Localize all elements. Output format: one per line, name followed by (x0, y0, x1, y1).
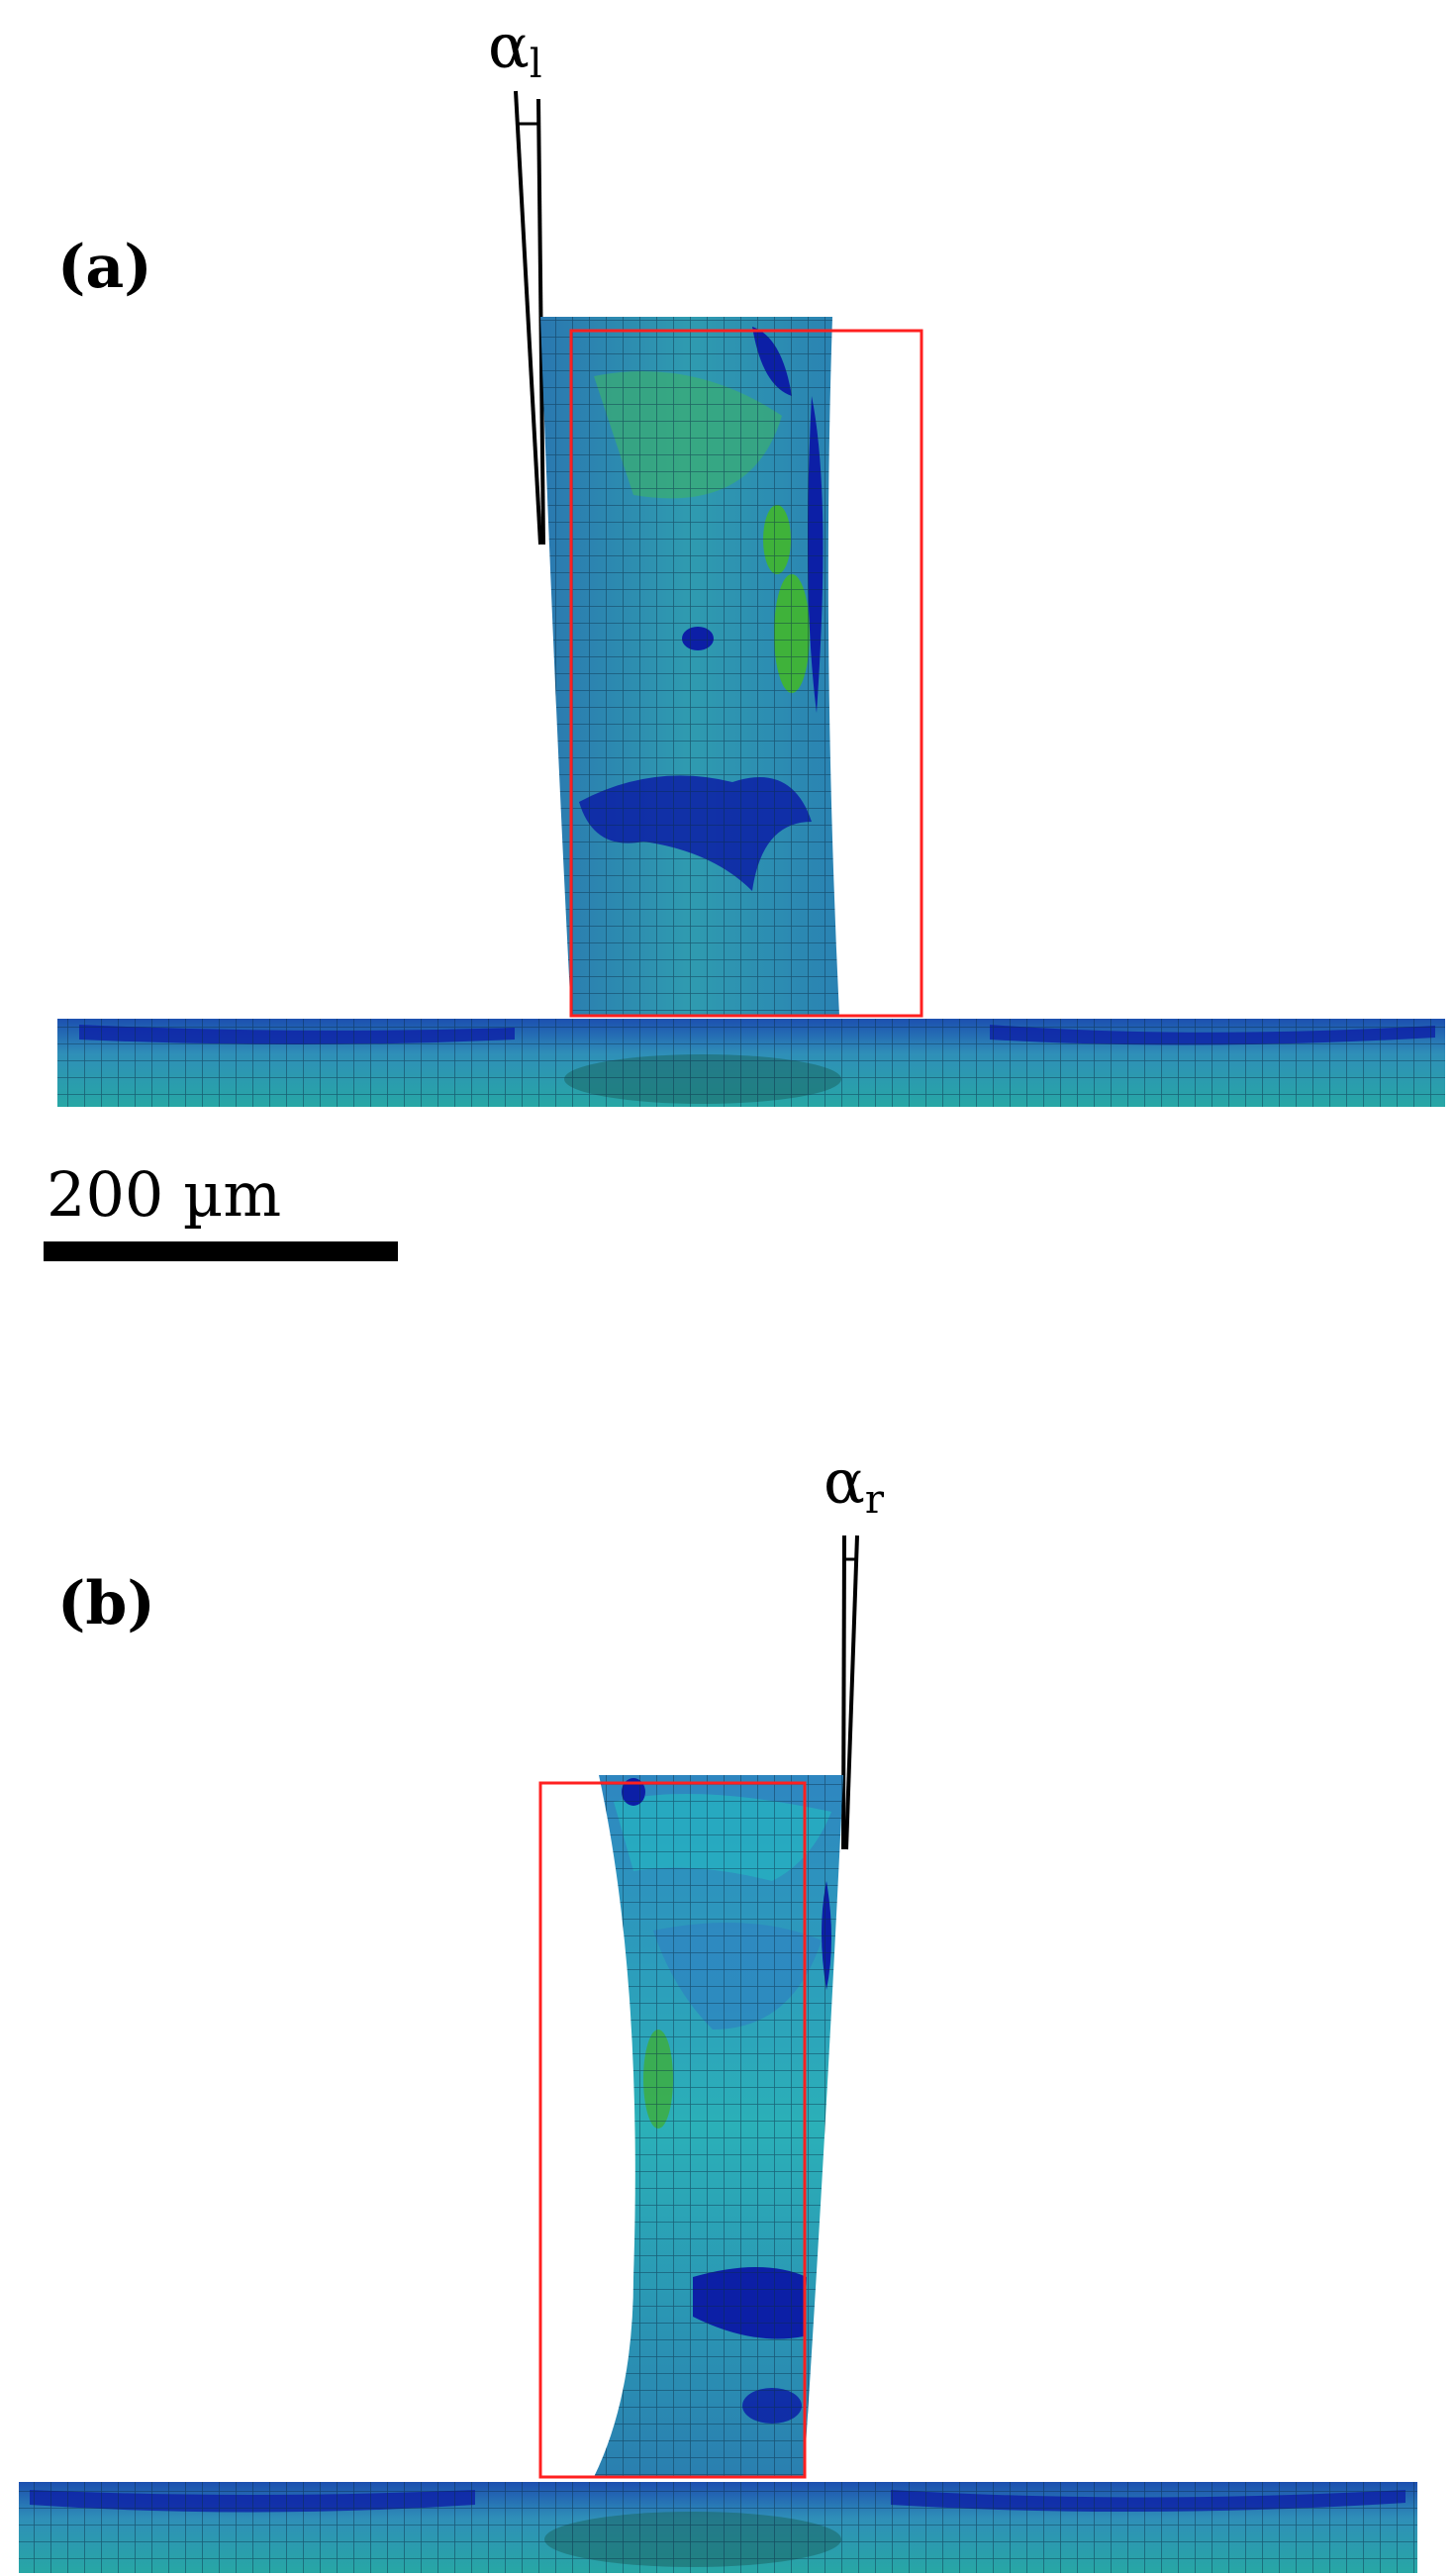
base-plate-b (19, 2482, 1417, 2573)
scale-bar: 200 µm (44, 1158, 398, 1261)
reference-box-b (538, 1781, 807, 2479)
panel-label-b: (b) (57, 1569, 155, 1638)
angle-indicator-right (841, 1535, 859, 1850)
angle-indicator-left (514, 90, 545, 545)
panel-b: (b) αr (19, 1445, 1417, 2573)
base-plate-a (57, 1019, 1445, 1107)
angle-label-left: αl (488, 10, 542, 87)
scale-bar-line (44, 1241, 398, 1261)
angle-label-right: αr (824, 1445, 885, 1523)
pillar-a (540, 317, 839, 1016)
panel-label-a: (a) (57, 233, 152, 302)
reference-box-a (569, 329, 923, 1018)
pillar-b (594, 1775, 843, 2477)
scale-bar-label: 200 µm (47, 1158, 281, 1231)
panel-a: (a) αl 200 µm (44, 10, 1445, 1261)
